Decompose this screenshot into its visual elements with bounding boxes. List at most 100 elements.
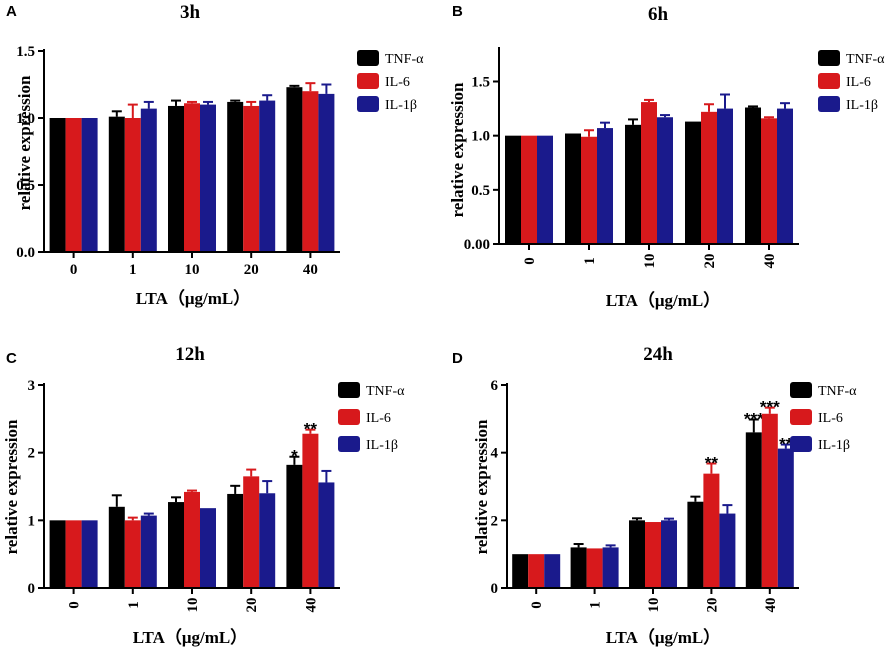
y-tick-label: 0.5 [16,178,35,194]
chart-title: 24h [643,344,673,365]
bar-il1-0 [537,135,553,244]
bar-il1-10 [200,104,216,252]
bar-il6-20 [243,476,260,588]
bar-tnf-0 [505,135,521,244]
bar-tnf-1 [570,547,587,588]
x-tick-label: 1 [588,601,604,609]
chart-panel-b: B 6h 0.00 0.5 1.0 1.5 0 1 10 20 40 relative express… [448,3,885,310]
legend: TNF-α IL-6 IL-1β [357,50,424,113]
legend-swatch-tnf [338,382,360,398]
legend-swatch-il6 [357,73,379,89]
chart-title: 12h [175,344,205,365]
bar-il6-1 [581,136,597,244]
bar-tnf-40 [286,464,303,588]
legend-swatch-il6 [790,409,812,425]
chart-title: 3h [180,2,201,23]
legend-swatch-tnf [790,382,812,398]
y-tick-label: 0.00 [464,237,490,253]
legend-label: TNF-α [385,52,424,67]
x-tick-label: 0 [529,601,545,609]
legend-swatch-il1 [357,96,379,112]
x-tick-label: 10 [185,262,200,278]
bar-il6-40 [761,413,778,588]
bar-il1-10 [657,117,673,244]
bar-tnf-1 [108,506,125,588]
legend-swatch-il1 [818,96,840,112]
bar-tnf-40 [745,107,761,244]
x-tick-label: 20 [244,598,260,613]
x-tick-label: 40 [303,262,318,278]
legend-label: IL-1β [846,98,878,113]
bar-il1-40 [318,482,335,588]
x-tick-label: 0 [67,601,83,609]
x-tick-label: 10 [185,598,201,613]
significance-label: ** [705,453,719,472]
bar-tnf-40 [286,87,303,253]
y-tick-label: 2 [28,446,36,462]
bar-il6-1 [124,118,141,252]
x-tick-label: 1 [582,257,598,265]
bar-il1-1 [140,108,157,253]
legend: TNF-α IL-6 IL-1β [818,50,885,113]
x-tick-label: 20 [702,254,718,269]
bar-il1-10 [200,508,216,588]
bar-il6-0 [528,554,545,588]
bar-il6-0 [65,118,82,252]
bar-tnf-10 [168,105,184,252]
x-axis-title: LTA（μg/mL） [606,290,721,310]
bar-il6-20 [243,105,260,252]
y-tick-label: 4 [491,446,499,462]
x-tick-label: 0 [70,262,78,278]
legend-label: TNF-α [846,52,885,67]
bar-il1-40 [318,93,335,252]
legend-label: IL-6 [366,411,391,426]
bar-tnf-10 [625,124,641,244]
bar-tnf-0 [49,118,66,252]
bar-il1-0 [544,554,561,588]
bar-il1-1 [602,547,619,588]
y-tick-label: 1.5 [16,44,35,60]
x-axis-title: LTA（μg/mL） [136,288,251,308]
bar-il1-0 [81,118,98,252]
bar-tnf-20 [687,501,704,588]
bar-il6-40 [761,118,777,244]
panel-letter: A [6,3,17,20]
bar-il1-10 [661,520,677,588]
x-axis-title: LTA（μg/mL） [133,627,248,647]
y-tick-label: 0 [491,581,499,597]
y-tick-label: 0 [28,581,36,597]
bar-il1-0 [81,520,98,588]
y-axis-title: relative expression [15,75,34,210]
legend-label: IL-1β [818,438,850,453]
y-tick-label: 1.5 [471,75,490,91]
legend-label: IL-6 [818,411,843,426]
x-tick-label: 40 [762,254,778,269]
x-tick-label: 10 [642,254,658,269]
bar-il6-1 [586,548,603,588]
bar-il1-40 [777,448,794,588]
legend-swatch-il1 [790,436,812,452]
legend-label: IL-1β [385,98,417,113]
y-tick-label: 1.0 [471,129,490,145]
bar-il1-20 [717,108,733,244]
bar-tnf-1 [565,133,581,244]
y-tick-label: 1.0 [16,111,35,127]
x-tick-label: 10 [646,598,662,613]
bar-il6-0 [65,520,82,588]
legend-label: IL-6 [385,75,410,90]
bar-il1-20 [259,100,276,252]
legend-swatch-il6 [818,73,840,89]
bar-il1-40 [777,108,793,244]
panel-letter: D [452,350,463,367]
bar-il6-0 [521,135,537,244]
bar-il6-20 [701,111,717,244]
bar-tnf-1 [108,116,125,252]
y-tick-label: 2 [491,513,499,529]
bar-tnf-0 [49,520,66,588]
bar-il6-1 [124,520,141,588]
bar-il6-10 [184,103,200,252]
legend-swatch-il6 [338,409,360,425]
bar-il1-20 [719,513,736,588]
